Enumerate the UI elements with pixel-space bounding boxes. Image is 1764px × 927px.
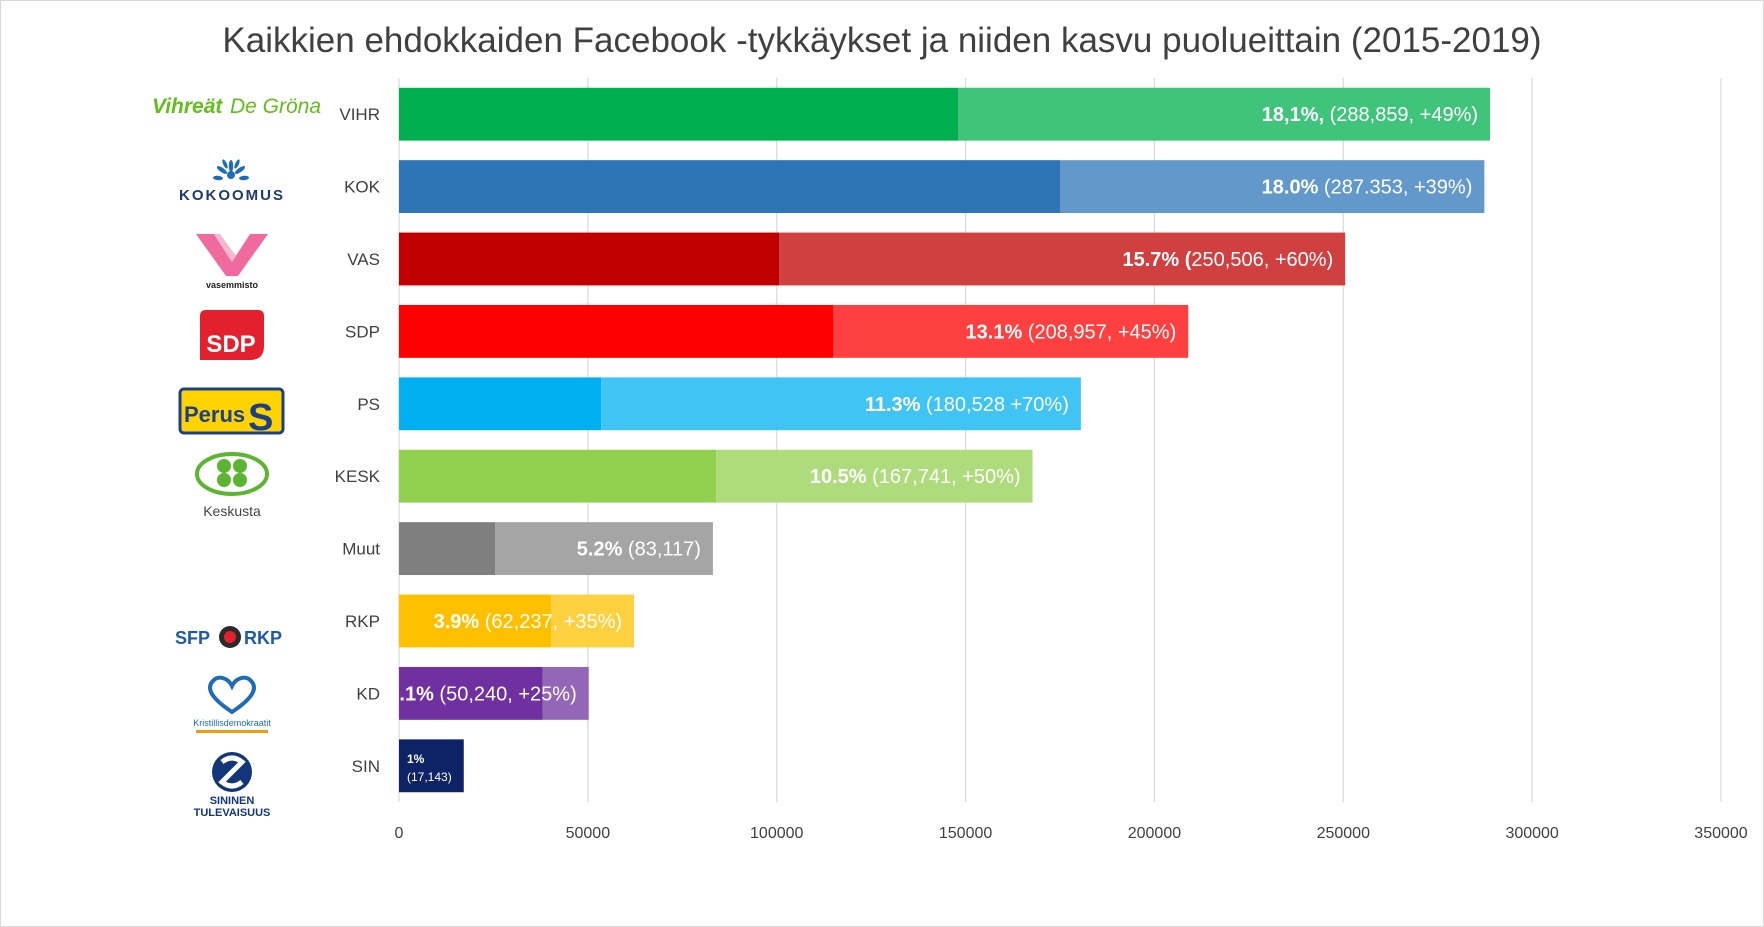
category-label: KESK xyxy=(335,467,381,486)
sdp-logo-text: SDP xyxy=(206,331,255,358)
sin-logo: SININEN TULEVAISUUS xyxy=(194,752,271,819)
x-tick-label: 350000 xyxy=(1694,825,1747,842)
data-label: 3.1% (50,240, +25%) xyxy=(388,683,576,705)
x-tick-label: 50000 xyxy=(566,825,611,842)
bar-2015 xyxy=(399,160,1060,214)
data-label: 1% xyxy=(407,752,425,766)
data-label: 18.0% (287.353, +39%) xyxy=(1262,177,1473,199)
ps-logo-text-a: Perus xyxy=(184,402,245,427)
data-label: 18,1%, (288,859, +49%) xyxy=(1262,104,1478,126)
data-label: 5.2% (83,117) xyxy=(577,539,701,561)
vas-logo: vasemmisto xyxy=(196,234,268,290)
bar-2015 xyxy=(399,449,717,503)
category-label: SIN xyxy=(352,757,380,776)
sin-logo-text-b: TULEVAISUUS xyxy=(194,807,271,819)
data-label: 13.1% (208,957, +45%) xyxy=(966,321,1177,343)
bar-2015 xyxy=(399,87,959,141)
data-label: 10.5% (167,741, +50%) xyxy=(810,466,1021,488)
x-tick-label: 250000 xyxy=(1317,825,1370,842)
cornflower-icon xyxy=(213,159,249,181)
chart-title: Kaikkien ehdokkaiden Facebook -tykkäykse… xyxy=(222,21,1541,60)
bar-2015 xyxy=(399,232,780,286)
data-labels: 18,1%, (288,859, +49%) 18.0% (287.353, +3… xyxy=(388,104,1478,784)
category-label: VAS xyxy=(347,250,380,269)
sdp-logo: SDP xyxy=(200,310,264,360)
sin-logo-text-a: SININEN xyxy=(210,795,255,807)
vihr-logo: Vihreät De Gröna xyxy=(152,95,321,118)
kok-logo: KOKOOMUS xyxy=(179,159,285,204)
x-tick-label: 200000 xyxy=(1128,825,1181,842)
vihr-logo-text-b: De Gröna xyxy=(230,95,321,118)
kd-logo-text: Kristillisdemokraatit xyxy=(193,718,271,728)
x-tick-label: 300000 xyxy=(1505,825,1558,842)
category-label: KOK xyxy=(344,178,381,197)
bar-growth xyxy=(1060,160,1485,214)
category-label: Muut xyxy=(342,540,380,559)
category-label: SDP xyxy=(345,322,380,341)
bar-2015 xyxy=(399,377,602,431)
rkp-logo: SFP RKP xyxy=(175,626,282,648)
bar-growth xyxy=(779,232,1346,286)
bar-2015 xyxy=(399,666,543,720)
heart-icon xyxy=(208,675,256,715)
clover-icon xyxy=(217,459,247,487)
data-label: 15.7% (250,506, +60%) xyxy=(1122,249,1333,271)
bar-growth xyxy=(551,594,635,648)
data-label: 3.9% (62,237, +35%) xyxy=(434,611,622,633)
data-label: 11.3% (180,528 +70%) xyxy=(865,394,1069,416)
kd-logo: Kristillisdemokraatit xyxy=(193,675,271,733)
y-axis: VIHR KOK VAS SDP PS KESK Muut RKP KD SIN xyxy=(335,105,381,776)
kesk-logo-text: Keskusta xyxy=(203,503,261,519)
bar-growth xyxy=(542,666,589,720)
bar-growth xyxy=(958,87,1491,141)
bar-growth xyxy=(601,377,1081,431)
vas-logo-text: vasemmisto xyxy=(206,280,259,290)
bar-growth xyxy=(833,304,1189,358)
vihr-logo-text-a: Vihreät xyxy=(152,95,223,118)
ps-logo: Perus S xyxy=(178,387,285,439)
category-label: KD xyxy=(356,684,380,703)
rkp-logo-text-b: RKP xyxy=(244,628,282,648)
bar-2015 xyxy=(399,522,496,576)
bar-2015 xyxy=(399,594,552,648)
bars xyxy=(399,87,1491,793)
kok-logo-text: KOKOOMUS xyxy=(179,187,285,204)
x-tick-label: 100000 xyxy=(750,825,803,842)
category-label: PS xyxy=(357,395,380,414)
x-axis: 0 50000 100000 150000 200000 250000 300000 3500… xyxy=(395,825,1748,842)
bar-growth xyxy=(716,449,1033,503)
bar-growth xyxy=(495,522,713,576)
ps-logo-text-b: S xyxy=(248,397,273,439)
category-label: RKP xyxy=(345,612,380,631)
x-tick-label: 150000 xyxy=(939,825,992,842)
rkp-logo-text-a: SFP xyxy=(175,628,210,648)
bar-2015 xyxy=(399,739,464,793)
data-label: (17,143) xyxy=(407,770,452,784)
kesk-logo: Keskusta xyxy=(195,452,269,519)
logos: Vihreät De Gröna KOKOOMUS vasemmisto xyxy=(152,95,321,819)
bar-2015 xyxy=(399,304,834,358)
category-label: VIHR xyxy=(339,105,380,124)
x-tick-label: 0 xyxy=(395,825,404,842)
